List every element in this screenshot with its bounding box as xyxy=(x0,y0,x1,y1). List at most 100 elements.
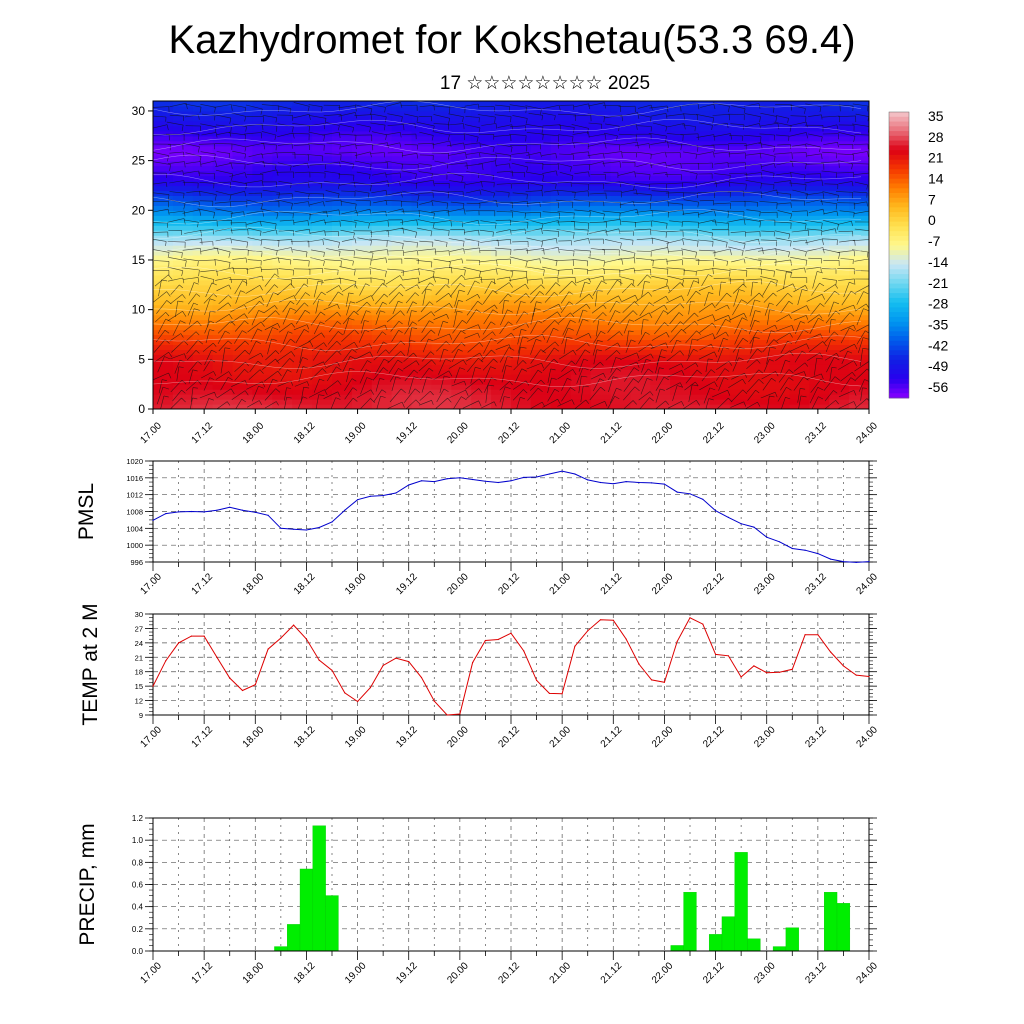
heat-cell xyxy=(769,245,791,251)
heat-cell xyxy=(511,215,532,221)
wind-barb-flag xyxy=(708,398,714,401)
wind-barb xyxy=(526,152,541,156)
wind-barb-flag xyxy=(788,369,794,374)
wind-barb-flag xyxy=(558,105,561,112)
heat-cell xyxy=(451,101,472,107)
heat-cell xyxy=(431,115,452,122)
heat-cell xyxy=(511,190,532,196)
wind-barb-flag xyxy=(263,143,266,150)
wind-barb-flag xyxy=(318,394,325,396)
wind-barb xyxy=(589,386,601,401)
heat-cell xyxy=(471,115,492,122)
wind-barb xyxy=(512,115,528,119)
wind-barb xyxy=(403,360,417,370)
wind-barb xyxy=(465,181,482,185)
heat-cell xyxy=(650,135,671,142)
heat-cell xyxy=(471,140,492,147)
heat-cell xyxy=(749,284,771,291)
heat-cell xyxy=(829,294,850,301)
heat-cell xyxy=(610,404,631,409)
heat-cell xyxy=(332,364,353,370)
wind-barb xyxy=(231,239,248,243)
wind-barb xyxy=(516,347,521,365)
wind-barb-flag xyxy=(339,278,342,285)
heat-cell xyxy=(670,334,691,341)
heat-cell xyxy=(809,180,830,187)
heat-cell xyxy=(272,200,293,206)
wind-barb xyxy=(293,144,310,146)
wind-barb-flag xyxy=(384,324,388,331)
wind-barb-flag xyxy=(603,304,607,309)
wind-barb-flag xyxy=(385,200,388,206)
heat-cell xyxy=(550,140,572,147)
heat-cell xyxy=(451,289,472,296)
wind-barb xyxy=(433,228,450,231)
heat-cell xyxy=(212,160,234,167)
wind-barb-flag xyxy=(738,357,744,361)
wind-barb-flag xyxy=(353,232,355,238)
heat-cell xyxy=(312,245,333,251)
heat-cell xyxy=(530,235,552,241)
wind-barb xyxy=(292,123,310,126)
wind-barb xyxy=(464,276,482,280)
heat-cell xyxy=(312,384,333,390)
wind-barb-flag xyxy=(276,152,278,159)
wind-barb-flag xyxy=(201,238,203,245)
wind-barb xyxy=(652,285,668,292)
heat-cell xyxy=(749,369,771,375)
heat-cell xyxy=(431,294,452,301)
wind-barb-flag xyxy=(582,309,588,312)
wind-barb-flag xyxy=(398,368,404,372)
wind-barb xyxy=(278,211,294,214)
heat-cell xyxy=(491,274,512,281)
wind-barb-flag xyxy=(417,250,419,256)
wind-barb xyxy=(587,268,604,271)
heat-cell xyxy=(729,215,751,221)
heat-cell xyxy=(232,309,254,316)
wind-barb xyxy=(683,269,697,272)
wind-barb xyxy=(244,132,262,135)
heat-cell xyxy=(650,145,671,152)
wind-barb-flag xyxy=(430,329,436,334)
heat-cell xyxy=(371,160,393,167)
heat-cell xyxy=(371,190,393,196)
wind-barb xyxy=(636,151,652,155)
heat-cell xyxy=(789,349,810,355)
heat-cell xyxy=(709,130,731,137)
heat-cell xyxy=(351,364,373,370)
wind-barb xyxy=(447,171,464,177)
wind-barb xyxy=(682,113,698,116)
heat-cell xyxy=(650,344,671,350)
heat-cell xyxy=(590,259,612,266)
wind-barb xyxy=(626,330,629,346)
heat-cell xyxy=(172,324,194,331)
heat-cell xyxy=(849,264,869,271)
heat-cell xyxy=(849,359,869,365)
wind-barb xyxy=(573,268,588,270)
wind-barb-flag xyxy=(338,251,341,257)
wind-barb xyxy=(230,228,248,231)
wind-barb xyxy=(605,123,620,127)
wind-barb-flag xyxy=(785,397,791,400)
heat-cell xyxy=(610,150,631,157)
heat-cell xyxy=(272,255,293,261)
heat-cell xyxy=(391,135,413,142)
wind-barb xyxy=(449,180,466,184)
wind-barb xyxy=(279,322,292,333)
wind-barb xyxy=(200,123,217,128)
heat-cell xyxy=(769,185,791,192)
wind-barb xyxy=(340,201,357,205)
heat-cell xyxy=(690,190,711,196)
wind-barb xyxy=(496,258,511,261)
heat-cell xyxy=(769,274,791,281)
heat-cell xyxy=(690,404,711,409)
wind-barb-flag xyxy=(276,401,279,406)
wind-barb xyxy=(557,181,572,184)
wind-barb xyxy=(454,290,460,307)
wind-barb xyxy=(730,231,746,233)
heat-cell xyxy=(252,145,273,152)
wind-barb-flag xyxy=(769,346,776,349)
wind-barb-flag xyxy=(415,399,421,405)
heat-cell xyxy=(371,344,393,350)
wind-barb xyxy=(509,256,528,262)
